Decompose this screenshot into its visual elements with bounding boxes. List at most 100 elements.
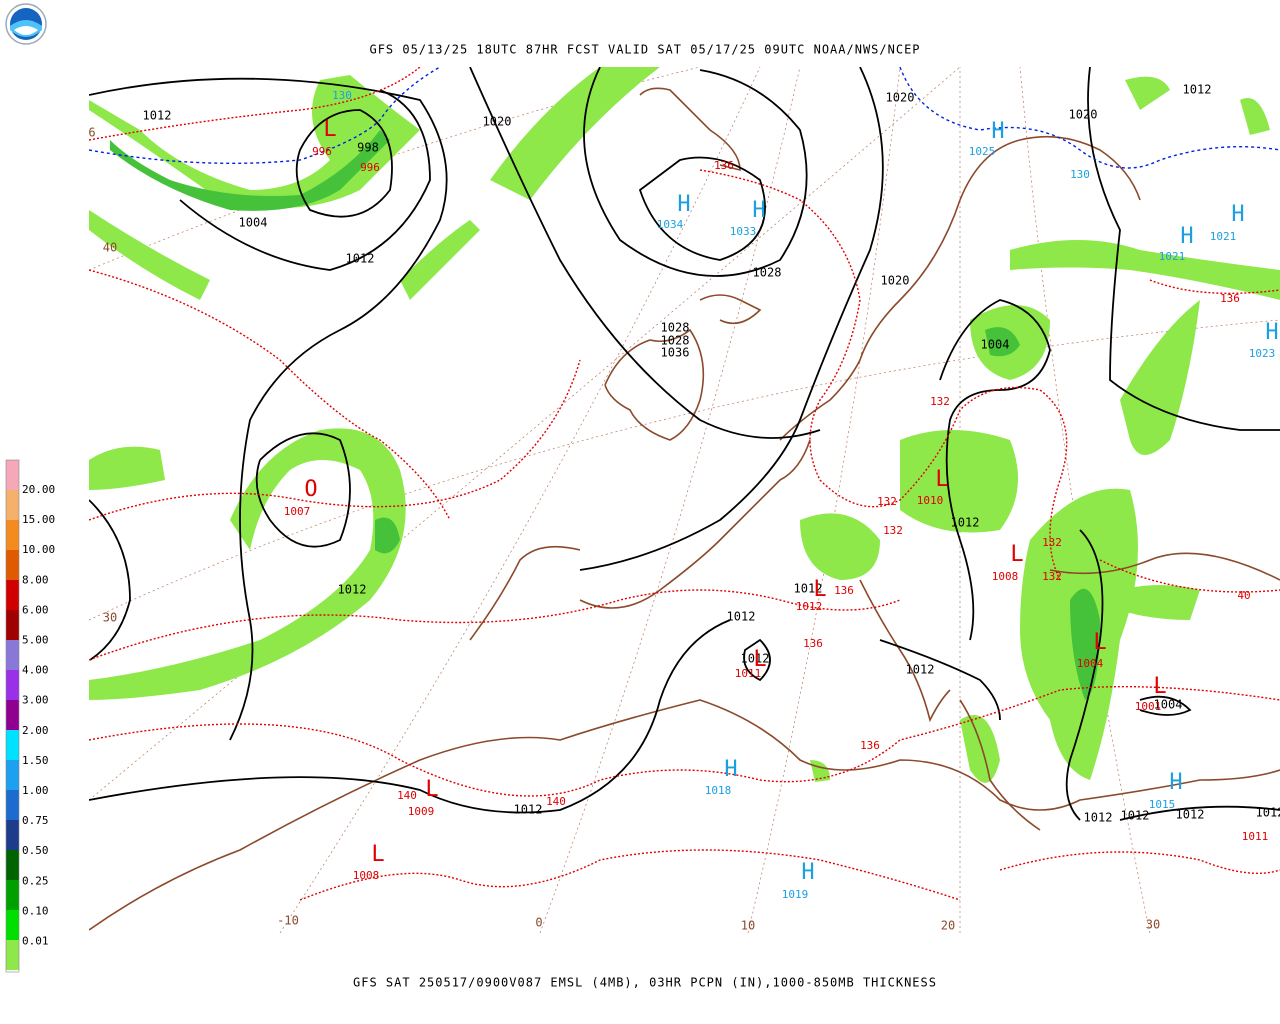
low-center-label: 996 [360, 161, 380, 174]
isobar-label: 1028 [661, 321, 690, 335]
isobar-label: 1012 [906, 663, 935, 677]
legend-label: 0.10 [22, 904, 49, 917]
footer-caption: GFS SAT 250517/0900V087 EMSL (4MB), 03HR… [353, 976, 937, 990]
high-center-label: H [991, 119, 1004, 144]
isobar-label: 1012 [1176, 808, 1205, 822]
isobar-label: 1012 [1121, 809, 1150, 823]
high-center-label: 1019 [782, 888, 809, 901]
low-center-label: O [304, 477, 317, 502]
high-center-label: 1023 [1249, 347, 1276, 360]
high-center-label: 1021 [1159, 250, 1186, 263]
low-center-label: 1004 [1077, 657, 1104, 670]
high-center-label: 1021 [1210, 230, 1237, 243]
coastlines [89, 87, 1280, 931]
low-center-label: L [1010, 542, 1023, 567]
isobar-label: 1012 [951, 516, 980, 530]
high-center-label: 1018 [705, 784, 732, 797]
grid-label: 10 [741, 919, 755, 933]
precipitation-heavy [110, 130, 1100, 700]
low-center-label: 1008 [992, 570, 1019, 583]
legend-label: 6.00 [22, 603, 49, 616]
legend-label: 20.00 [22, 483, 55, 496]
low-center-label: L [1093, 630, 1106, 655]
low-center-label: 1011 [735, 667, 762, 680]
isobar-label: 998 [357, 141, 379, 155]
legend-label: 3.00 [22, 694, 49, 707]
legend-label: 1.00 [22, 784, 49, 797]
legend-label: 10.00 [22, 543, 55, 556]
noaa-logo [5, 3, 47, 45]
grid-label: 20 [941, 919, 955, 933]
legend-label: 1.50 [22, 754, 49, 767]
low-center-label: 1007 [284, 505, 311, 518]
low-center-label: L [323, 117, 336, 142]
high-center-label: 1033 [730, 225, 757, 238]
isobars [89, 67, 1280, 821]
low-center-label: 1010 [917, 494, 944, 507]
isobar-label: 1028 [661, 334, 690, 348]
grid-label: 6 [88, 126, 95, 140]
legend-label: 15.00 [22, 513, 55, 526]
low-center-label: L [425, 777, 438, 802]
high-center-label: 130 [1070, 168, 1090, 181]
legend-label: 8.00 [22, 573, 49, 586]
isobar-label: 1028 [753, 266, 782, 280]
thickness-label: 136 [1220, 292, 1240, 305]
isobar-label: 1004 [981, 338, 1010, 352]
grid-label: 30 [1146, 918, 1160, 932]
isobar-label: 1004 [239, 216, 268, 230]
legend-label: 4.00 [22, 664, 49, 677]
isobar-label: 1020 [1069, 108, 1098, 122]
legend-label: 0.50 [22, 844, 49, 857]
thickness-130 [89, 67, 1280, 169]
thickness-label: 132 [1042, 570, 1062, 583]
low-center-label: 996 [312, 145, 332, 158]
header-title: GFS 05/13/25 18UTC 87HR FCST VALID SAT 0… [369, 43, 920, 57]
thickness-label: 40 [1237, 589, 1250, 602]
legend-label: 2.00 [22, 724, 49, 737]
grid-label: 30 [103, 611, 117, 625]
isobar-label: 1012 [1183, 83, 1212, 97]
high-center-label: H [1265, 320, 1278, 345]
isobar-label: 1012 [1084, 811, 1113, 825]
legend-label: 0.01 [22, 935, 49, 948]
isobar-label: 1012 [338, 583, 367, 597]
thickness-label: 140 [546, 795, 566, 808]
high-center-label: 1034 [657, 218, 684, 231]
thickness-label: 136 [714, 159, 734, 172]
map-labels: 1012100499810121020102010201012102810201… [88, 83, 1280, 933]
isobar-label: 1012 [794, 582, 823, 596]
thickness-label: 136 [860, 739, 880, 752]
thickness-label: 132 [883, 524, 903, 537]
legend-label: 0.25 [22, 874, 49, 887]
high-center-label: H [677, 192, 690, 217]
high-center-label: H [1231, 202, 1244, 227]
isobar-label: 1012 [143, 109, 172, 123]
isobar-label: 1012 [727, 610, 756, 624]
high-center-label: H [1169, 770, 1182, 795]
isobar-label: 1036 [661, 346, 690, 360]
legend-label: 0.75 [22, 814, 49, 827]
thickness-label: 132 [877, 495, 897, 508]
grid-label: 0 [535, 916, 542, 930]
low-center-label: 1012 [796, 600, 823, 613]
isobar-label: 1004 [1154, 698, 1183, 712]
isobar-label: 1012 [1256, 806, 1280, 820]
high-center-label: 1015 [1149, 798, 1176, 811]
low-center-label: 1011 [1242, 830, 1269, 843]
high-center-label: 130 [332, 89, 352, 102]
high-center-label: H [1180, 224, 1193, 249]
isobar-label: 1020 [881, 274, 910, 288]
grid-label: -10 [277, 914, 299, 928]
isobar-label: 1020 [483, 115, 512, 129]
low-center-label: L [753, 647, 766, 672]
thickness-label: 136 [803, 637, 823, 650]
isobar-label: 1012 [514, 803, 543, 817]
thickness-label: 132 [930, 395, 950, 408]
thickness-lines [89, 67, 1280, 901]
high-center-label: H [724, 757, 737, 782]
low-center-label: L [1153, 674, 1166, 699]
isobar-label: 1012 [346, 252, 375, 266]
